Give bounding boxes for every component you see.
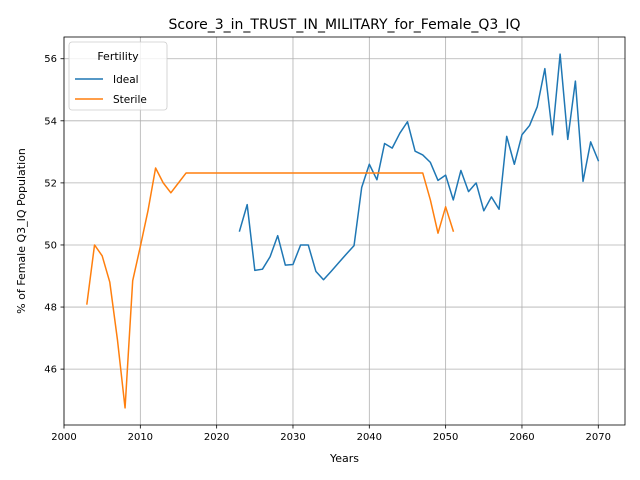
y-tick-label: 52	[44, 178, 57, 189]
legend-title: Fertility	[97, 50, 139, 63]
y-tick-label: 56	[44, 54, 57, 65]
x-tick-label: 2030	[280, 432, 305, 443]
series-line-ideal	[238, 53, 600, 281]
legend-entries: Ideal Sterile	[75, 74, 147, 106]
y-axis-label: % of Female Q3_IQ Population	[15, 148, 28, 314]
series-line-sterile	[86, 167, 455, 409]
grid-lines	[63, 37, 625, 425]
y-tick-label: 50	[44, 240, 57, 251]
legend-label-sterile: Sterile	[113, 94, 147, 106]
x-tick-label: 2040	[357, 432, 382, 443]
x-axis-ticks: 2000 2010 2020 2030 2040 2050 2060 2070	[51, 425, 611, 443]
y-tick-label: 46	[44, 365, 57, 376]
legend-box	[68, 41, 168, 111]
legend: Fertility Ideal Sterile	[68, 41, 168, 111]
x-tick-label: 2000	[51, 432, 76, 443]
series-layer	[86, 53, 600, 409]
x-tick-label: 2060	[509, 432, 534, 443]
x-tick-label: 2020	[204, 432, 229, 443]
x-tick-label: 2050	[433, 432, 458, 443]
x-tick-label: 2070	[586, 432, 611, 443]
plot-frame	[63, 36, 626, 426]
y-tick-label: 54	[44, 116, 57, 127]
y-tick-label: 48	[44, 303, 57, 314]
x-tick-label: 2010	[128, 432, 153, 443]
chart-title: Score_3_in_TRUST_IN_MILITARY_for_Female_…	[169, 17, 521, 33]
x-axis-label: Years	[329, 452, 359, 465]
legend-label-ideal: Ideal	[113, 74, 139, 86]
y-axis-ticks: 46 48 50 52 54 56	[44, 54, 64, 376]
